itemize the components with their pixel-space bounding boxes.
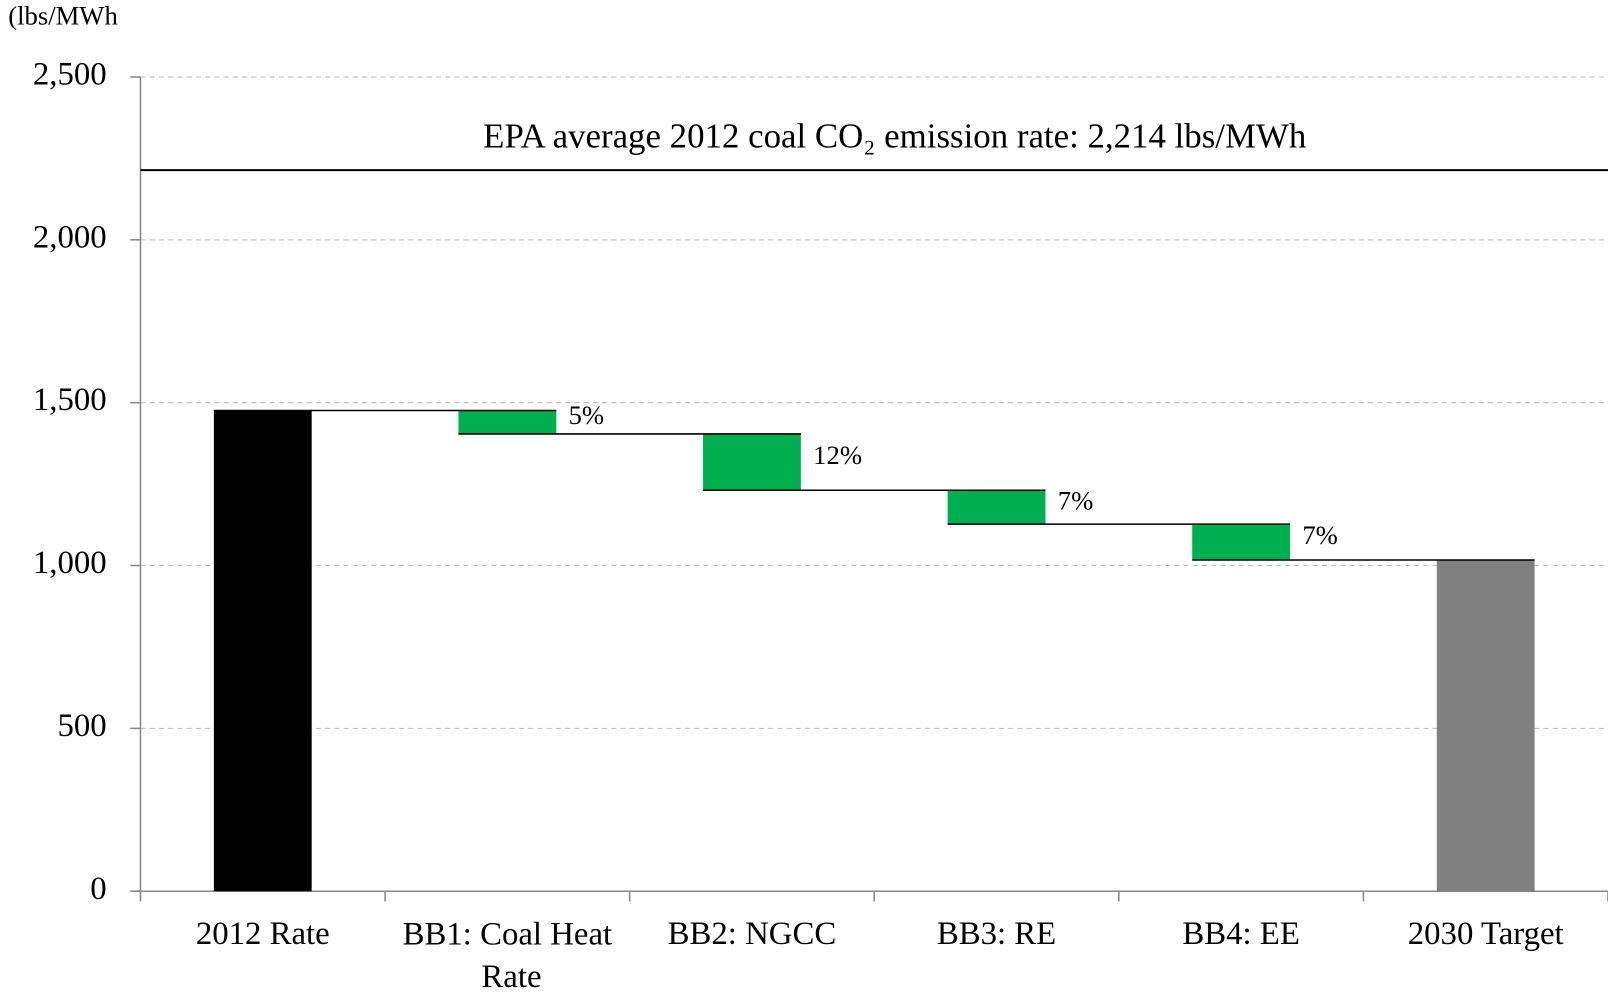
x-tick-label: BB1: Coal Heat Rate — [403, 916, 613, 995]
x-tick-label: BB3: RE — [937, 916, 1056, 952]
reference-label: EPA average 2012 coal CO₂ emission rate:… — [483, 116, 1306, 155]
y-tick-label: 0 — [90, 871, 106, 907]
bar — [213, 410, 312, 892]
value-annotation: 5% — [569, 400, 605, 430]
bar — [947, 490, 1046, 525]
bar — [703, 433, 801, 491]
value-annotation: 7% — [1302, 520, 1338, 550]
bar — [458, 410, 557, 434]
y-tick-label: 500 — [57, 708, 106, 744]
x-tick-label: BB2: NGCC — [668, 916, 837, 952]
y-tick-label: 1,000 — [33, 545, 107, 581]
x-tick-label: 2012 Rate — [196, 916, 330, 952]
bar — [1192, 524, 1291, 560]
x-tick-label: 2030 Target — [1408, 916, 1564, 952]
y-tick-label: 1,500 — [33, 382, 107, 418]
y-tick-label: 2,500 — [33, 57, 107, 93]
x-tick-label: BB4: EE — [1182, 916, 1300, 952]
value-annotation: 12% — [813, 440, 862, 470]
y-tick-label: 2,000 — [33, 219, 107, 255]
bar — [1436, 559, 1535, 892]
y-axis-label: (lbs/MWh — [8, 1, 118, 31]
value-annotation: 7% — [1058, 485, 1094, 515]
